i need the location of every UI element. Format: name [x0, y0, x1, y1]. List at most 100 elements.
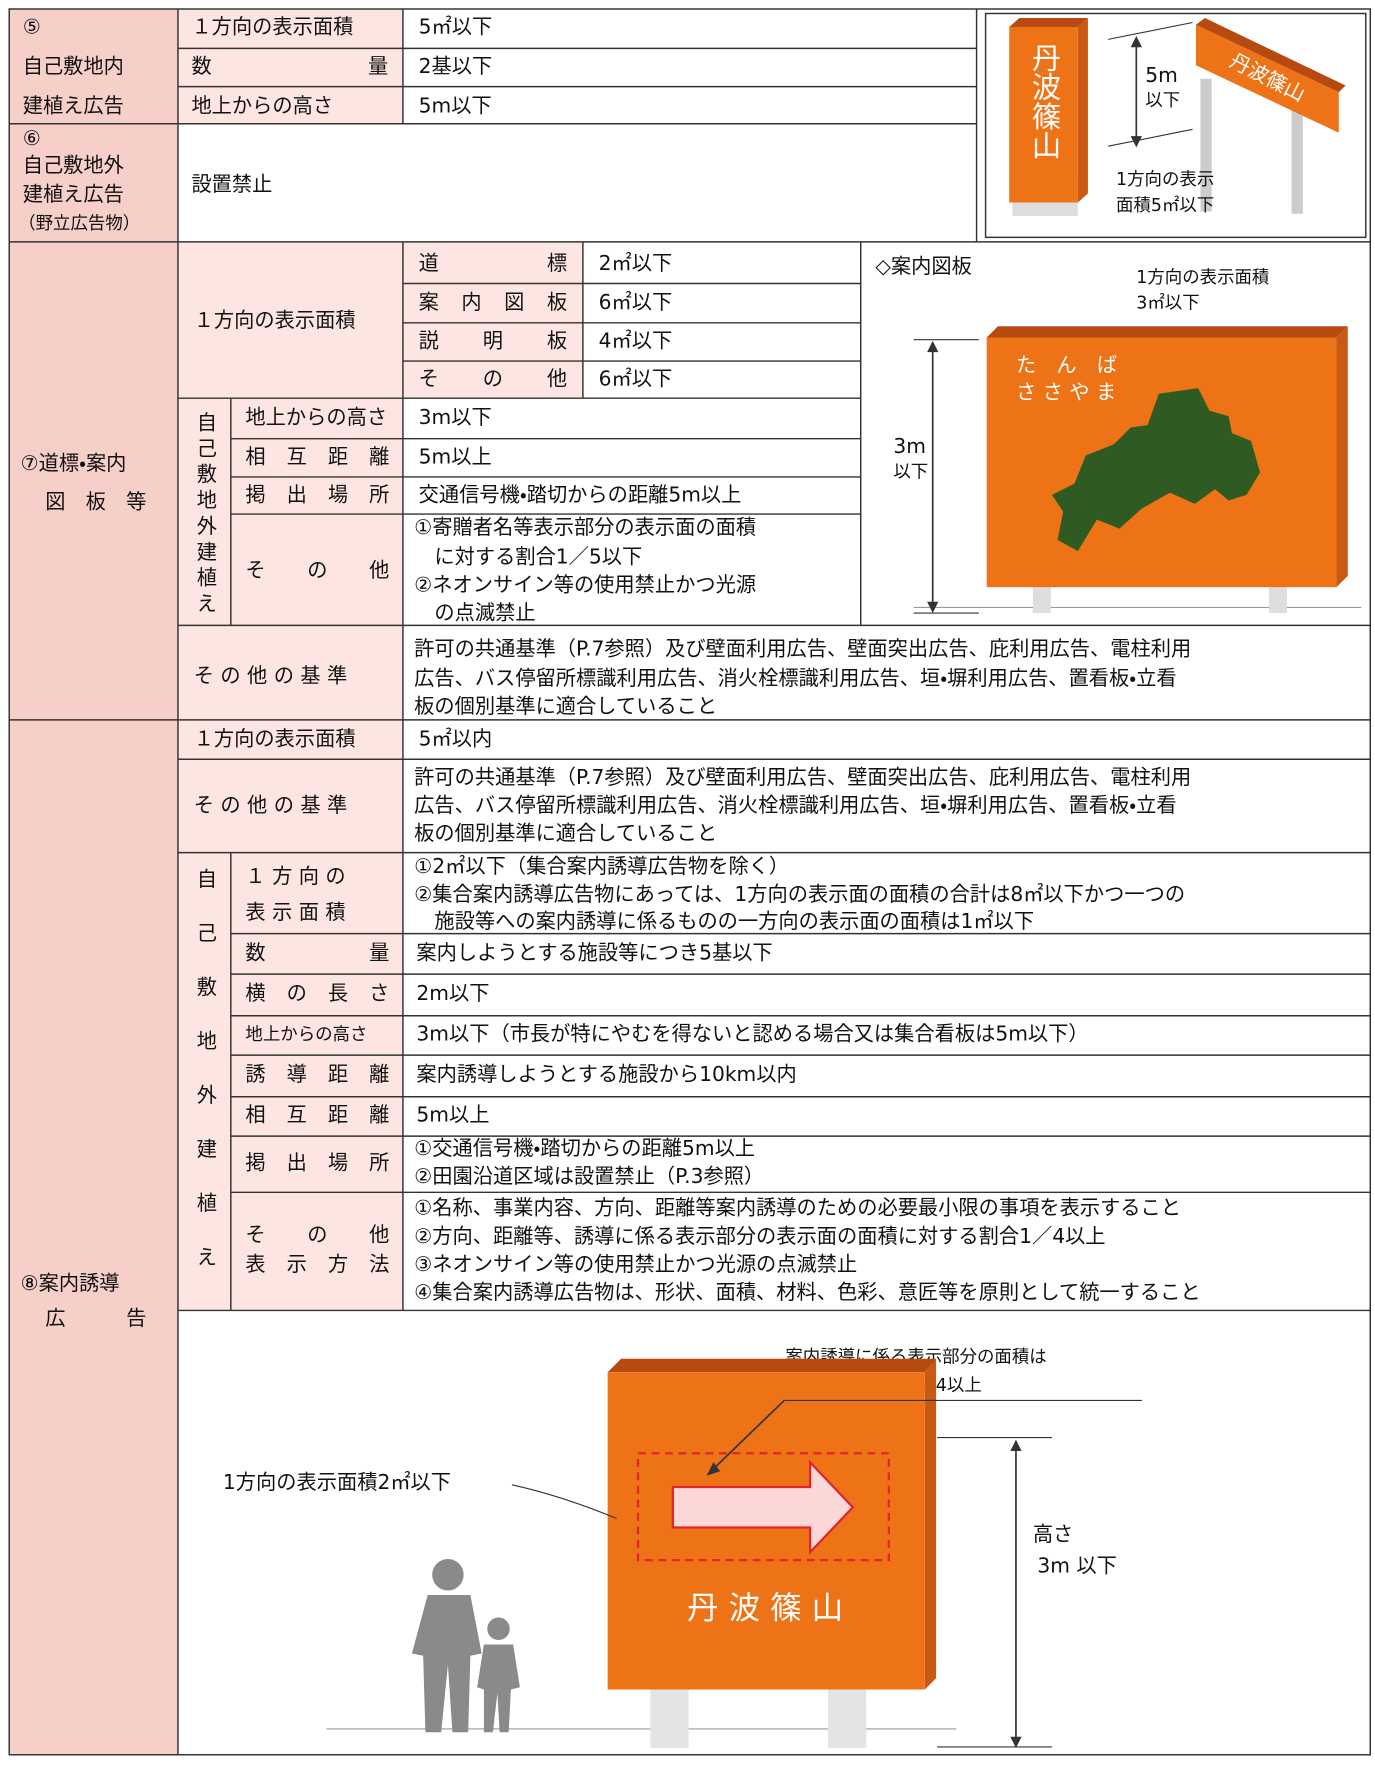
sub-label: 案 内 図 板 [419, 290, 567, 314]
row-value: 板の個別基準に適合していること [414, 694, 717, 718]
dimension-text: 高さ [1033, 1522, 1073, 1546]
row-value: 設置禁止 [191, 172, 272, 196]
section-title: 広 告 [45, 1306, 146, 1330]
row-label: そ の 他 [245, 558, 389, 582]
figure-a-part [1077, 17, 1088, 203]
section-title: 図 板 等 [45, 489, 146, 513]
row-value: ①2㎡以下（集合案内誘導広告物を除く） [414, 854, 789, 878]
row-label: 表 示 面 積 [245, 900, 345, 924]
row-value: 案内誘導しようとする施設から10km以内 [416, 1062, 796, 1086]
row-value: の点滅禁止 [414, 601, 535, 625]
figure-7-part [986, 326, 1348, 338]
figure-7-part [1269, 579, 1288, 614]
person-silhouette-part [487, 1617, 510, 1641]
row-label: そ の 他 [245, 1223, 389, 1247]
figure-8-part [671, 1459, 855, 1556]
person-silhouette-part [411, 1595, 482, 1733]
row-label: 相 互 距 離 [245, 444, 389, 468]
row-value: ③ネオンサイン等の使用禁止かつ光源の点滅禁止 [414, 1252, 857, 1276]
figure-8-part [607, 1358, 937, 1373]
row-value: に対する割合1／5以下 [414, 544, 642, 568]
figure-8-part [1010, 1439, 1022, 1452]
sub-label: そ の 他 [419, 367, 567, 391]
figure-a-part [1195, 17, 1346, 93]
figure-7-part [1051, 388, 1261, 552]
dimension-text: 5m [1145, 63, 1178, 87]
row-value: 6㎡以下 [599, 367, 673, 391]
figure-7-part [927, 601, 939, 614]
row-value: 3m以下（市長が特にやむを得ないと認める場合又は集合看板は5m以下） [416, 1021, 1088, 1045]
row-value: ④集合案内誘導広告物は、形状、面積、材料、色彩、意匠等を原則として統一すること [414, 1280, 1200, 1304]
row-value: 許可の共通基準（P.7参照）及び壁面利用広告、壁面突出広告、庇利用広告、電柱利用 [414, 637, 1191, 661]
figure-8-part [607, 1372, 925, 1690]
row-label: 数 量 [191, 54, 388, 78]
section-title: 建植え広告 [23, 93, 124, 117]
person-silhouette-part [477, 1644, 520, 1733]
row-value: ②集合案内誘導広告物にあっては、1方向の表示面の面積の合計は8㎡以下かつ一つの [414, 882, 1185, 906]
figure-caption: 1方向の表示 [1116, 170, 1214, 190]
row-label: そ の 他 の 基 準 [194, 664, 348, 688]
row-label: 掲 出 場 所 [245, 483, 389, 507]
row-label: 掲 出 場 所 [245, 1151, 389, 1175]
sign-text: 丹波篠山 [1027, 43, 1061, 160]
row-value: 2m以下 [416, 981, 489, 1005]
figure-a-part [1108, 21, 1193, 40]
row-value: ①寄贈者名等表示部分の表示面の面積 [414, 515, 756, 539]
dimension-text: 3m 以下 [1037, 1553, 1117, 1577]
section-number: ⑤ [23, 15, 41, 39]
row-value: ①交通信号機・踏切からの距離5m以上 [414, 1136, 755, 1160]
row-value: 板の個別基準に適合していること [414, 821, 717, 845]
table-borders-part [8, 8, 1372, 1756]
figure-7-part [1032, 579, 1051, 614]
figure-a-part [1009, 26, 1078, 203]
row-value: 5m以上 [416, 1102, 489, 1126]
row-label: 地上からの高さ [245, 1025, 367, 1045]
row-value: 5m以下 [419, 93, 492, 117]
row-value: 広告、バス停留所標識利用広告、消火栓標識利用広告、垣・塀利用広告、置看板・立看 [414, 793, 1176, 817]
person-silhouette-part [432, 1559, 464, 1591]
row-label: 地上からの高さ [245, 405, 387, 429]
cell-backgrounds-part [9, 8, 178, 1755]
section-title: 建植え広告 [23, 182, 124, 206]
figure-caption: 1方向の表示面積 [1136, 268, 1269, 288]
row-label: そ の 他 の 基 準 [194, 793, 348, 817]
dimension-text: 以下 [893, 462, 928, 482]
row-value: 5㎡以内 [419, 727, 493, 751]
row-value: 許可の共通基準（P.7参照）及び壁面利用広告、壁面突出広告、庇利用広告、電柱利用 [414, 765, 1191, 789]
row-value: 2基以下 [419, 54, 493, 78]
section-title: 自己敷地外 [23, 153, 124, 177]
row-label: 相 互 距 離 [245, 1102, 389, 1126]
figure-8-part [1010, 1736, 1022, 1749]
dimension-text: 以下 [1145, 91, 1180, 111]
figure-7-part [1336, 326, 1348, 588]
row-value: 施設等への案内誘導に係るものの一方向の表示面の面積は1㎡以下 [414, 909, 1034, 933]
figure-caption: 面積5㎡以下 [1116, 196, 1214, 216]
cell-backgrounds-part [177, 241, 583, 399]
figure-a: 丹波篠山 5m 以下 丹波篠山 1方向の表示 面積5㎡以下 [1009, 17, 1346, 216]
figure-8-part [924, 1358, 937, 1690]
row-value: 2㎡以下 [599, 251, 673, 275]
section-title: （野立広告物） [18, 214, 140, 234]
row-label: 表 示 方 法 [245, 1252, 389, 1276]
row-value: ①名称、事業内容、方向、距離等案内誘導のための必要最小限の事項を表示すること [414, 1196, 1181, 1220]
row-label: １方向の表示面積 [194, 727, 356, 751]
section-title: ⑦道標・案内 [20, 451, 126, 475]
row-label: １ 方 向 の [245, 864, 345, 888]
row-label: 地上からの高さ [191, 93, 333, 117]
row-label: 誘 導 距 離 [245, 1062, 389, 1086]
section-title: 自己敷地内 [23, 54, 124, 78]
row-label: １方向の表示面積 [194, 308, 356, 332]
figure-a-part [1108, 128, 1193, 147]
cell-backgrounds-part [177, 398, 403, 720]
figure-a-part [1130, 136, 1142, 148]
row-value: 案内しようとする施設等につき5基以下 [416, 940, 772, 964]
figure-title: ◇案内図板 [875, 254, 972, 278]
table-borders-part [984, 12, 1367, 239]
row-value: 広告、バス停留所標識利用広告、消火栓標識利用広告、垣・塀利用広告、置看板・立看 [414, 666, 1176, 690]
sub-label: 説 明 板 [419, 328, 567, 352]
figure-7: ◇案内図板 1方向の表示面積 3㎡以下 た ん ば さ さ や ま 3m 以下 [875, 254, 1362, 614]
vertical-label: 自己敷地外建植え [193, 868, 217, 1300]
